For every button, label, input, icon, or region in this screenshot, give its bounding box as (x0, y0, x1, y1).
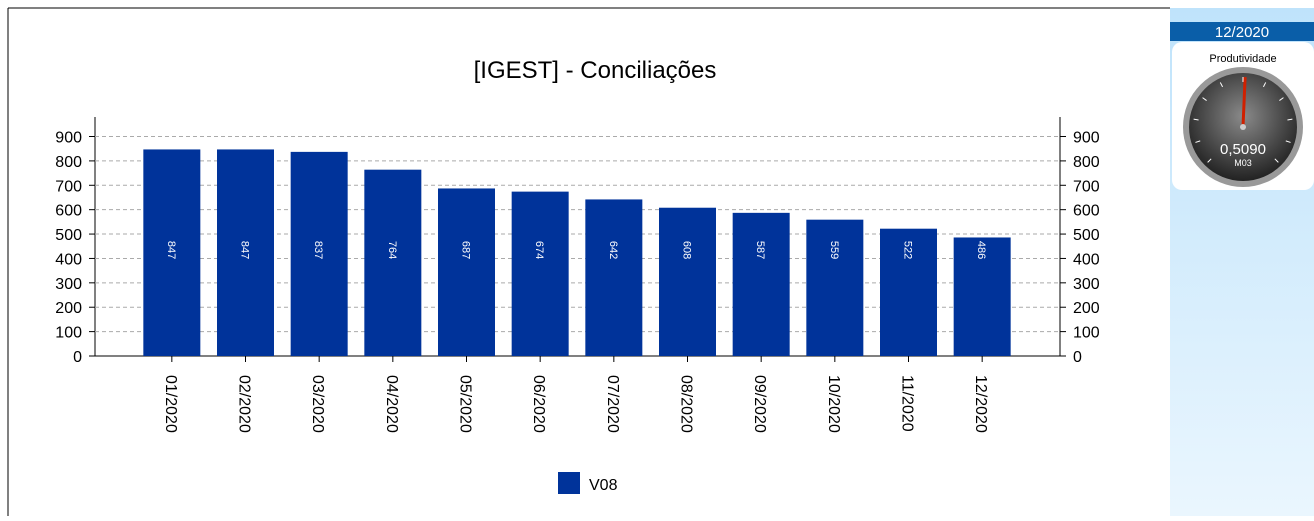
value-label: 847 (165, 241, 177, 259)
value-label: 642 (607, 241, 619, 259)
y-tick-label: 700 (55, 178, 82, 195)
y2-tick-label: 200 (1073, 300, 1100, 317)
y2-tick-label: 400 (1073, 251, 1100, 268)
value-label: 486 (975, 241, 987, 259)
x-tick-label: 07/2020 (604, 375, 621, 433)
bar (659, 207, 716, 356)
y-tick-label: 400 (55, 251, 82, 268)
x-tick-label: 08/2020 (678, 375, 695, 433)
y-tick-label: 900 (55, 130, 82, 147)
y-tick-label: 800 (55, 154, 82, 171)
x-tick-label: 01/2020 (162, 375, 179, 433)
bar (732, 212, 790, 356)
gauge-needle (1241, 76, 1247, 128)
y2-tick-label: 800 (1073, 154, 1100, 171)
x-tick-label: 05/2020 (457, 375, 474, 433)
x-tick-label: 02/2020 (236, 375, 253, 433)
value-label: 522 (902, 241, 914, 259)
gauge-tick (1219, 82, 1224, 88)
legend-swatch (558, 472, 580, 494)
y-tick-label: 600 (55, 203, 82, 220)
gauge-title: Produtividade (1209, 53, 1276, 65)
y2-tick-label: 300 (1073, 276, 1100, 293)
bar (511, 191, 569, 356)
period: 12/2020 (1215, 24, 1269, 41)
value-label: 674 (533, 241, 545, 259)
legend-label: V08 (589, 477, 618, 494)
gauge-hub (1240, 124, 1246, 130)
gauge-tick (1279, 97, 1284, 101)
bar (364, 169, 422, 356)
gauge-tick (1285, 140, 1291, 143)
y2-tick-label: 500 (1073, 227, 1100, 244)
bar (585, 199, 643, 356)
gauge-tick (1287, 118, 1293, 121)
y-tick-label: 0 (73, 349, 82, 366)
gauge-tick (1193, 118, 1199, 121)
bar (290, 151, 348, 356)
y2-tick-label: 0 (1073, 349, 1082, 366)
period-bar (1170, 22, 1314, 41)
bar (438, 188, 495, 356)
bar (143, 149, 201, 356)
value-label: 687 (460, 241, 472, 259)
gauge-tick (1202, 97, 1207, 101)
x-tick-label: 03/2020 (309, 375, 326, 433)
y-tick-label: 300 (55, 276, 82, 293)
value-label: 608 (681, 241, 693, 259)
y-tick-label: 200 (55, 300, 82, 317)
bar (217, 149, 274, 356)
value-label: 559 (828, 241, 840, 259)
value-label: 847 (239, 241, 251, 259)
y2-tick-label: 600 (1073, 203, 1100, 220)
value-label: 587 (754, 241, 766, 259)
y2-tick-label: 100 (1073, 325, 1100, 342)
x-tick-label: 12/2020 (972, 375, 989, 433)
y-tick-label: 100 (55, 325, 82, 342)
y-tick-label: 500 (55, 227, 82, 244)
gauge-tick (1274, 158, 1279, 163)
x-tick-label: 11/2020 (899, 375, 916, 432)
gauge-value: 0,5090 (1220, 141, 1266, 158)
gauge-tick (1207, 158, 1212, 163)
chart-title: [IGEST] - Conciliações (474, 57, 717, 84)
x-tick-label: 06/2020 (530, 375, 547, 433)
value-label: 837 (312, 241, 324, 259)
x-tick-label: 10/2020 (825, 375, 842, 433)
bar (953, 237, 1011, 356)
gauge-tick (1262, 82, 1267, 88)
bar (880, 228, 937, 356)
x-tick-label: 09/2020 (751, 375, 768, 433)
value-label: 764 (386, 241, 398, 259)
gauge-code: M03 (1234, 158, 1252, 168)
gauge-tick (1195, 140, 1201, 143)
y2-tick-label: 900 (1073, 130, 1100, 147)
bar (806, 219, 864, 356)
x-tick-label: 04/2020 (383, 375, 400, 433)
y2-tick-label: 700 (1073, 178, 1100, 195)
